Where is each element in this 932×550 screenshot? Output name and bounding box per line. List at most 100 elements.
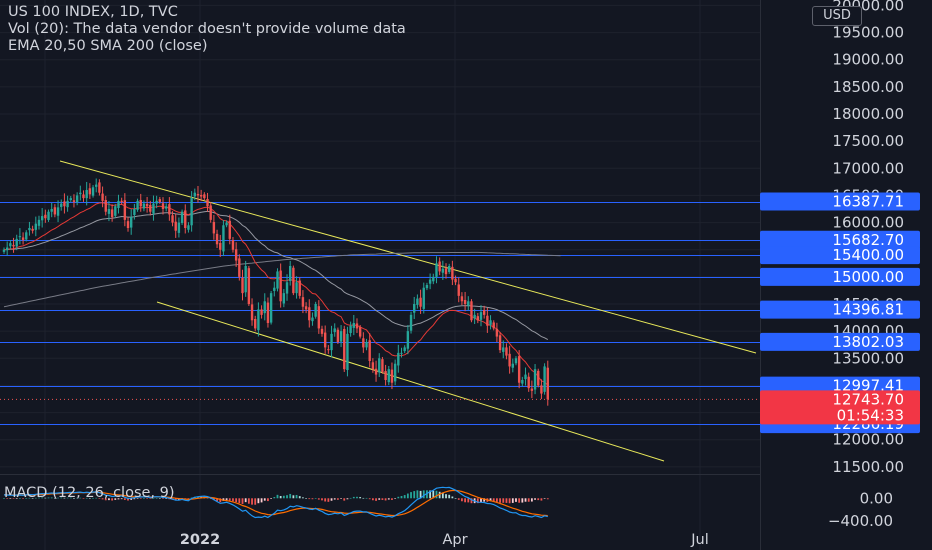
candle[interactable] xyxy=(158,196,162,204)
candle[interactable] xyxy=(298,277,301,299)
candle[interactable] xyxy=(149,200,152,216)
candle[interactable] xyxy=(60,199,63,211)
candle-body[interactable] xyxy=(66,200,69,208)
candle[interactable] xyxy=(247,266,251,306)
candle[interactable] xyxy=(546,360,549,406)
candle[interactable] xyxy=(441,260,445,280)
candle[interactable] xyxy=(495,322,499,343)
candle-body[interactable] xyxy=(323,332,327,348)
candle[interactable] xyxy=(79,185,82,201)
candle-body[interactable] xyxy=(349,325,352,333)
candle-body[interactable] xyxy=(104,199,107,212)
candle[interactable] xyxy=(161,197,165,215)
candle[interactable] xyxy=(304,302,308,314)
candle[interactable] xyxy=(44,209,47,223)
candle-body[interactable] xyxy=(161,203,165,209)
candle-body[interactable] xyxy=(130,217,133,228)
candle-body[interactable] xyxy=(231,240,235,250)
candle[interactable] xyxy=(537,368,540,388)
candle-body[interactable] xyxy=(365,342,368,348)
candle-body[interactable] xyxy=(473,314,476,319)
candle-body[interactable] xyxy=(120,200,123,202)
candle[interactable] xyxy=(505,343,508,360)
candle-body[interactable] xyxy=(40,216,44,221)
candle-body[interactable] xyxy=(540,385,543,394)
candle-body[interactable] xyxy=(149,204,152,212)
candle-body[interactable] xyxy=(247,268,251,304)
candle-body[interactable] xyxy=(416,298,419,305)
candle-body[interactable] xyxy=(79,192,82,195)
candle[interactable] xyxy=(180,209,184,225)
candle[interactable] xyxy=(540,379,543,400)
candle[interactable] xyxy=(50,202,53,218)
candle-body[interactable] xyxy=(266,302,270,323)
candle-body[interactable] xyxy=(413,304,416,313)
candle[interactable] xyxy=(101,186,104,208)
candle-body[interactable] xyxy=(393,363,397,382)
candle-body[interactable] xyxy=(282,293,286,304)
candle-body[interactable] xyxy=(409,314,413,331)
candle[interactable] xyxy=(432,273,435,285)
candle[interactable] xyxy=(517,350,521,389)
candle-body[interactable] xyxy=(304,306,308,310)
candle[interactable] xyxy=(209,202,212,223)
candle[interactable] xyxy=(212,214,216,240)
candle[interactable] xyxy=(508,345,511,374)
candle-body[interactable] xyxy=(295,282,298,294)
candle[interactable] xyxy=(114,204,117,218)
candle[interactable] xyxy=(400,347,403,358)
candle[interactable] xyxy=(88,183,92,199)
candle-body[interactable] xyxy=(530,388,534,391)
candle[interactable] xyxy=(406,325,410,355)
candle-body[interactable] xyxy=(85,190,88,199)
candle-body[interactable] xyxy=(269,293,273,323)
candle-body[interactable] xyxy=(403,347,406,352)
candle-body[interactable] xyxy=(292,267,295,294)
candle-body[interactable] xyxy=(123,200,127,220)
candle[interactable] xyxy=(543,363,546,395)
candle-body[interactable] xyxy=(336,329,340,342)
candle[interactable] xyxy=(21,232,25,245)
candle-body[interactable] xyxy=(158,199,162,202)
candle[interactable] xyxy=(104,195,107,216)
candle[interactable] xyxy=(75,192,79,206)
candle-body[interactable] xyxy=(60,203,63,207)
candle[interactable] xyxy=(381,356,384,374)
candle-body[interactable] xyxy=(432,276,435,282)
candle[interactable] xyxy=(352,314,355,336)
candle-body[interactable] xyxy=(44,214,47,219)
candle[interactable] xyxy=(276,268,279,292)
candle[interactable] xyxy=(98,179,101,196)
candle-body[interactable] xyxy=(180,211,184,224)
candle[interactable] xyxy=(419,289,422,314)
candle-body[interactable] xyxy=(362,338,365,348)
candle[interactable] xyxy=(126,217,130,232)
candle-body[interactable] xyxy=(479,312,483,320)
candle[interactable] xyxy=(34,216,37,237)
candle-body[interactable] xyxy=(508,353,511,367)
candle-body[interactable] xyxy=(107,209,111,214)
candle-body[interactable] xyxy=(171,215,174,223)
candle-body[interactable] xyxy=(514,358,518,364)
candle-body[interactable] xyxy=(435,263,438,277)
candle[interactable] xyxy=(269,290,273,325)
candle-body[interactable] xyxy=(339,331,343,342)
candle-body[interactable] xyxy=(193,192,196,197)
candle[interactable] xyxy=(448,263,451,274)
candle-body[interactable] xyxy=(133,209,136,215)
candle-body[interactable] xyxy=(537,370,540,386)
candle-body[interactable] xyxy=(498,335,502,351)
candle-body[interactable] xyxy=(222,225,225,252)
candle[interactable] xyxy=(120,197,123,205)
candle[interactable] xyxy=(31,225,34,234)
candle[interactable] xyxy=(384,364,387,386)
candle-body[interactable] xyxy=(117,200,120,209)
candle[interactable] xyxy=(317,300,321,334)
candle[interactable] xyxy=(18,228,22,245)
candle[interactable] xyxy=(171,211,174,227)
candle[interactable] xyxy=(479,305,483,327)
candle[interactable] xyxy=(69,195,72,202)
candle[interactable] xyxy=(184,204,187,234)
candle[interactable] xyxy=(343,325,346,372)
candle-body[interactable] xyxy=(206,199,209,207)
